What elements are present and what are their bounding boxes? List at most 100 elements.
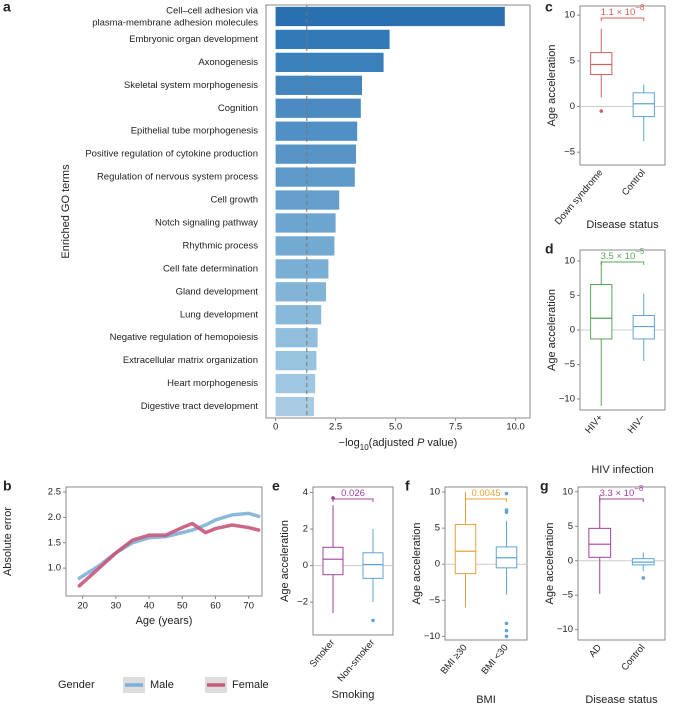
x-tick-label: Control: [620, 167, 648, 198]
x-axis-title-part: P: [417, 437, 425, 449]
panel-label: b: [3, 478, 12, 494]
significance-bracket: [600, 17, 645, 21]
y-tick-label: 5: [568, 521, 573, 532]
plot-frame: [577, 486, 666, 641]
x-tick-label: Smoker: [308, 637, 337, 669]
outlier: [641, 576, 646, 580]
y-axis-title: Age acceleration: [546, 289, 558, 371]
y-tick-label: −5: [562, 590, 573, 601]
y-tick-label: 0: [435, 559, 440, 570]
y-tick-label: 10: [564, 10, 575, 21]
y-axis-title: Absolute error: [2, 507, 14, 576]
category-label: Cell–cell adhesion via plasma-membrane ad…: [92, 5, 259, 28]
category-label: Regulation of nervous system process: [97, 172, 258, 183]
y-tick-label: 2.5: [48, 487, 61, 498]
x-tick-label: 5.0: [389, 422, 402, 433]
y-axis-title: Age acceleration: [411, 523, 423, 605]
x-axis-title: HIV infection: [591, 464, 653, 476]
x-axis-title-part: value): [424, 437, 457, 449]
x-axis-title: Age (years): [136, 615, 193, 627]
category-label: Digestive tract development: [141, 401, 259, 412]
panel-label: g: [540, 478, 549, 494]
x-tick-label: BMI <30: [479, 642, 510, 676]
y-tick-label: −2: [297, 597, 308, 608]
series-line: [77, 521, 261, 588]
y-tick-label: 5: [435, 523, 440, 534]
bar: [275, 144, 356, 164]
bar: [275, 98, 361, 118]
x-tick-label: Control: [619, 642, 647, 673]
y-tick-label: 4: [303, 487, 308, 498]
y-tick-label: −10: [559, 393, 575, 404]
y-tick-label: 2.0: [48, 512, 61, 523]
y-tick-label: −10: [557, 624, 573, 635]
x-tick-label: 60: [210, 601, 221, 612]
bar: [275, 396, 314, 417]
bar: [275, 282, 326, 302]
outlier: [504, 621, 509, 626]
significance-bracket: [599, 498, 644, 502]
box: [590, 52, 613, 76]
y-tick-label: −5: [564, 359, 575, 370]
box: [632, 315, 655, 340]
y-tick-label: 0: [570, 325, 575, 336]
legend-title: Gender: [58, 679, 95, 691]
x-axis-title: Disease status: [586, 219, 659, 231]
p-value-exponent: −5: [635, 247, 645, 256]
bar: [275, 259, 329, 279]
y-axis-title: Enriched GO terms: [60, 164, 72, 259]
x-axis-title: BMI: [476, 694, 496, 706]
x-tick-label: 7.5: [449, 422, 462, 433]
p-value-text: 3.5 × 10: [601, 251, 636, 262]
p-value: 0.0045: [471, 488, 500, 499]
x-axis-title-part: (adjusted: [369, 437, 417, 449]
bar: [275, 328, 318, 348]
y-tick-label: −5: [429, 595, 440, 606]
p-value-exponent: −8: [634, 484, 644, 493]
bar: [275, 6, 505, 27]
x-tick-label: 40: [144, 601, 155, 612]
x-axis-title-part: 10: [360, 443, 369, 452]
plot-frame: [444, 486, 528, 641]
p-value: 3.5 × 10−5: [601, 247, 645, 262]
bar: [275, 121, 358, 141]
p-value-text: 0.026: [341, 488, 365, 499]
panel-label: c: [545, 0, 553, 15]
plot-frame: [312, 486, 394, 636]
x-axis-title: Disease status: [585, 694, 658, 706]
x-tick-label: 20: [77, 601, 88, 612]
category-label: Positive regulation of cytokine producti…: [85, 149, 258, 160]
category-label: Rhythmic process: [183, 240, 259, 251]
y-axis-title: Age acceleration: [544, 523, 556, 605]
p-value-text: 0.0045: [471, 488, 500, 499]
p-value: 3.3 × 10−8: [600, 484, 644, 499]
panel-label: f: [405, 478, 410, 494]
x-axis-title: Smoking: [332, 689, 375, 701]
plot-frame: [265, 4, 531, 419]
category-label: Cognition: [218, 103, 258, 114]
x-tick-label: HIV−: [626, 412, 648, 436]
x-tick-label: BMI ≥30: [439, 642, 470, 676]
p-value-text: 1.1 × 10: [601, 7, 636, 18]
category-label: Embryonic organ development: [129, 34, 258, 45]
legend-label: Female: [232, 679, 269, 691]
x-tick-label: 50: [177, 601, 188, 612]
y-tick-label: 1.0: [48, 563, 61, 574]
outlier: [599, 109, 604, 113]
box: [454, 524, 477, 575]
x-tick-label: 30: [111, 601, 122, 612]
y-tick-label: 5: [570, 290, 575, 301]
y-tick-label: −10: [424, 631, 440, 642]
x-tick-label: AD: [587, 642, 604, 659]
bar: [275, 236, 335, 256]
y-tick-label: 5: [570, 55, 575, 66]
category-label: Lung development: [180, 309, 259, 320]
bar: [275, 213, 336, 233]
category-label: Skeletal system morphogenesis: [124, 80, 258, 91]
y-tick-label: 1.5: [48, 537, 61, 548]
x-tick-label: HIV+: [583, 412, 605, 436]
outlier: [504, 634, 509, 639]
category-label: Epithelial tube morphogenesis: [131, 126, 259, 137]
y-tick-label: 10: [562, 486, 573, 497]
x-tick-label: 70: [243, 601, 254, 612]
